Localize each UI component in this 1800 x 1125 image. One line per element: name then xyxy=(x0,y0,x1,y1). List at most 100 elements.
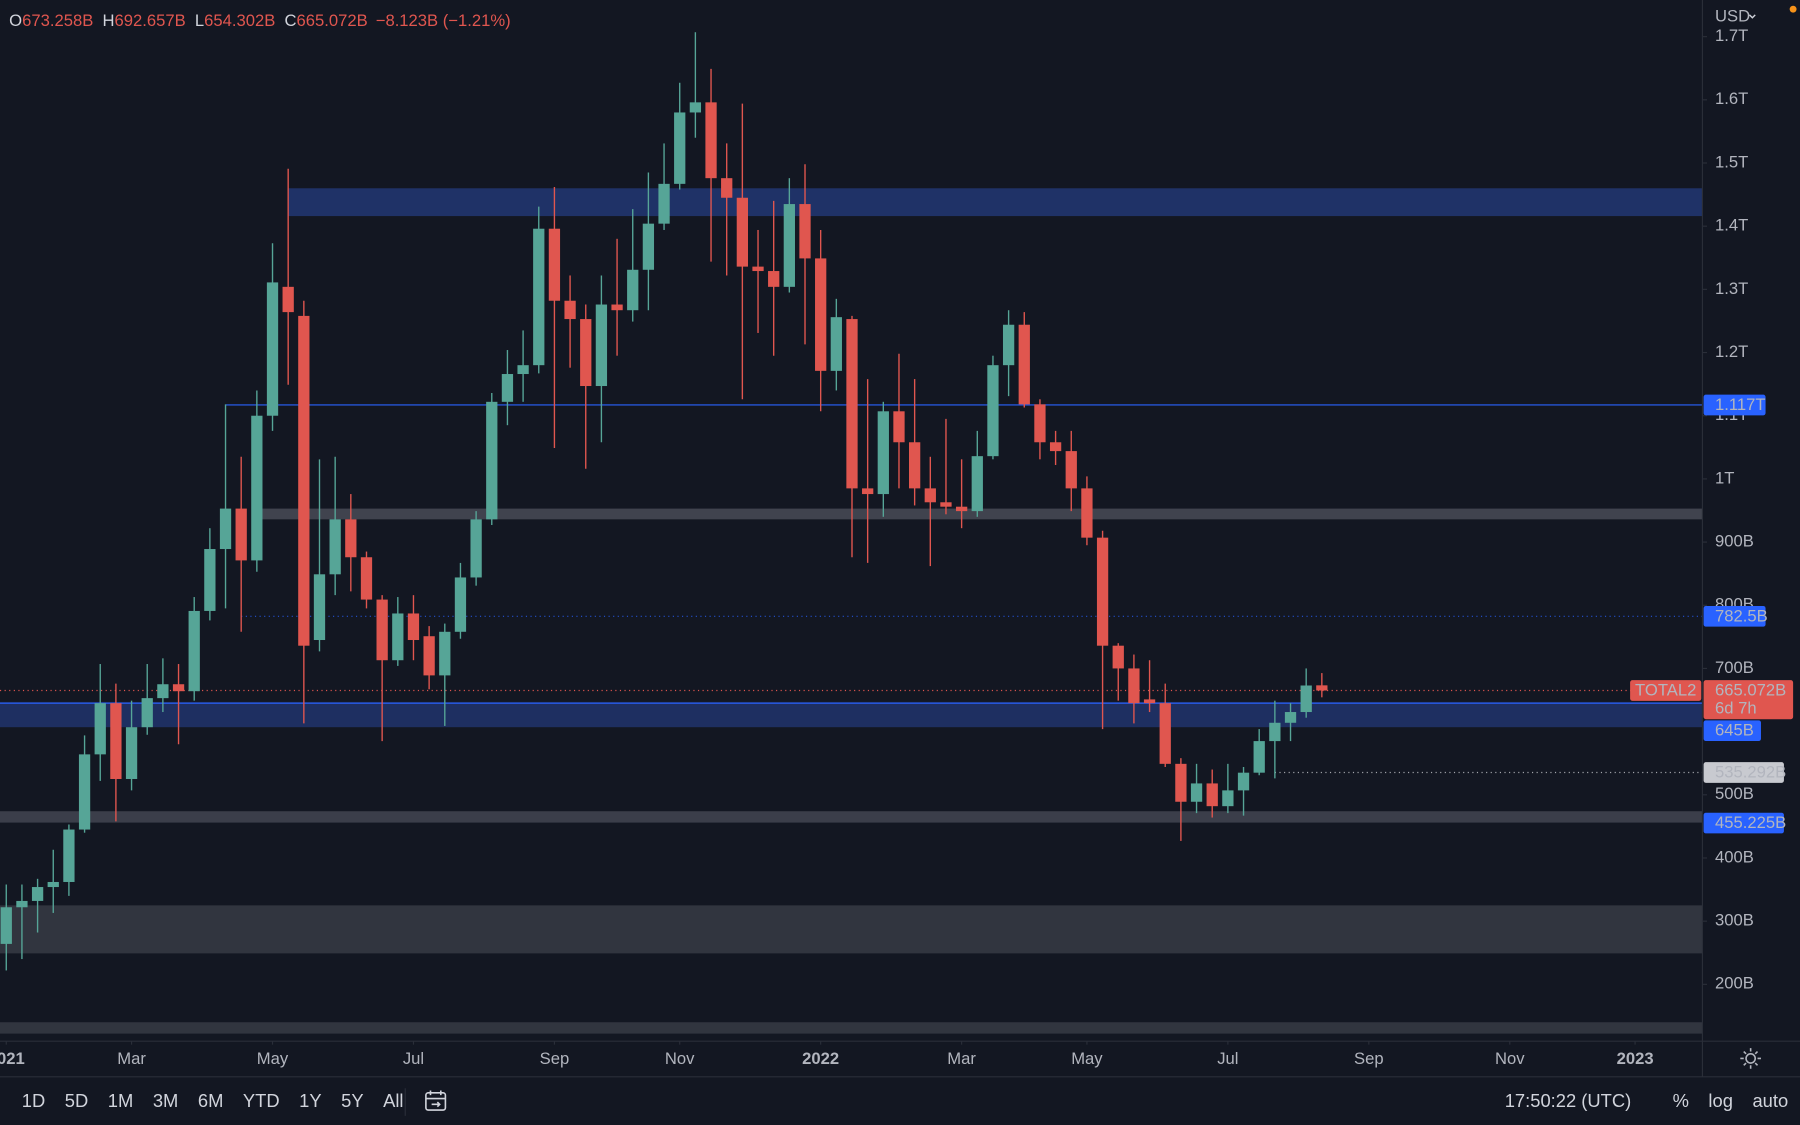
series-name: TOTAL2 xyxy=(1635,680,1696,699)
x-tick-label: Jul xyxy=(1217,1049,1238,1068)
candle-body xyxy=(1175,763,1187,802)
candle-body xyxy=(345,519,357,558)
price-label-box xyxy=(1703,605,1766,627)
candle-body xyxy=(799,204,811,259)
candle-body xyxy=(78,754,91,830)
x-tick-label: 2021 xyxy=(0,1049,25,1068)
date-range-icon[interactable] xyxy=(425,1090,447,1111)
candle-body xyxy=(407,613,420,641)
x-tick-label: Sep xyxy=(540,1049,570,1068)
countdown-label: 6d 7h xyxy=(1715,698,1757,717)
candle-body xyxy=(47,881,59,888)
x-tick-label: Mar xyxy=(947,1049,976,1068)
ohlc-value: 654.302B xyxy=(204,11,275,30)
axis-option[interactable]: auto xyxy=(1752,1090,1788,1111)
candle-body xyxy=(1269,722,1281,742)
candle-body xyxy=(501,374,514,402)
clock: 17:50:22 (UTC) xyxy=(1505,1090,1632,1111)
settings-icon[interactable] xyxy=(1740,1048,1761,1069)
candle-body xyxy=(1049,442,1062,452)
candle-body xyxy=(470,519,482,578)
candle-body xyxy=(877,411,889,495)
candle-body xyxy=(1253,741,1265,773)
range-button[interactable]: YTD xyxy=(243,1090,280,1111)
ohlc-letter: H xyxy=(102,11,114,30)
candle-body xyxy=(595,304,608,387)
range-button[interactable]: 6M xyxy=(198,1090,224,1111)
candle-body xyxy=(439,631,451,676)
candle-body xyxy=(63,829,75,882)
candle-body xyxy=(1018,324,1030,405)
range-button[interactable]: 1D xyxy=(22,1090,45,1111)
candle-body xyxy=(987,365,999,457)
range-button[interactable]: 1M xyxy=(108,1090,134,1111)
candle-body xyxy=(251,415,263,561)
candle-body xyxy=(674,112,686,184)
price-label-box xyxy=(1703,680,1794,720)
price-label: 1.117T xyxy=(1715,395,1766,414)
candle-body xyxy=(862,488,874,495)
x-tick-label: Sep xyxy=(1354,1049,1384,1068)
candle-body xyxy=(783,204,795,287)
y-tick-label: 700B xyxy=(1715,658,1754,677)
axis-option[interactable]: log xyxy=(1708,1090,1733,1111)
currency[interactable]: USD xyxy=(1715,7,1750,26)
plot-area xyxy=(0,32,1703,1034)
candle-body xyxy=(454,577,467,632)
candle-body xyxy=(188,610,200,692)
candle-body xyxy=(689,102,702,113)
ohlc-letter: C xyxy=(285,11,297,30)
candle-body xyxy=(204,549,216,611)
candle-body xyxy=(955,506,968,512)
range-button[interactable]: All xyxy=(383,1090,403,1111)
candle-body xyxy=(1081,488,1093,538)
x-tick-label: May xyxy=(1071,1049,1103,1068)
zone xyxy=(0,1022,1703,1034)
candle-body xyxy=(313,574,326,641)
y-tick-label: 500B xyxy=(1715,784,1754,803)
candle-body xyxy=(1237,772,1250,791)
range-button[interactable]: 3M xyxy=(153,1090,179,1111)
y-tick-label: 1.4T xyxy=(1715,216,1748,235)
candle-body xyxy=(1159,703,1171,764)
y-tick-label: 1.6T xyxy=(1715,89,1748,108)
candle-body xyxy=(94,703,106,755)
axis-option[interactable]: % xyxy=(1673,1090,1689,1111)
candle-body xyxy=(219,508,232,550)
zone xyxy=(0,701,1703,728)
candle-body xyxy=(172,684,185,692)
y-tick-label: 300B xyxy=(1715,911,1754,930)
price-label: 782.5B xyxy=(1715,606,1768,625)
candle-body xyxy=(705,102,717,179)
candle-body xyxy=(721,178,733,198)
candle-body xyxy=(1284,712,1297,723)
candle-body xyxy=(611,304,623,311)
candle-body xyxy=(1002,324,1015,366)
x-tick-label: Nov xyxy=(665,1049,695,1068)
candle-body xyxy=(1034,404,1046,443)
candle-body xyxy=(376,599,388,661)
candle-body xyxy=(642,223,655,270)
y-tick-label: 200B xyxy=(1715,974,1754,993)
ohlc-change: −8.123B (−1.21%) xyxy=(376,11,511,30)
candle-body xyxy=(1190,783,1203,802)
x-tick-label: 2022 xyxy=(802,1049,839,1068)
candle-body xyxy=(1206,783,1218,807)
price-label-box xyxy=(1703,812,1784,834)
candle-body xyxy=(392,613,404,661)
range-button[interactable]: 1Y xyxy=(299,1090,321,1111)
x-tick-label: Jul xyxy=(403,1049,424,1068)
candle-body xyxy=(1065,451,1077,489)
price-label: 665.072B xyxy=(1715,680,1786,699)
range-button[interactable]: 5Y xyxy=(341,1090,363,1111)
y-tick-label: 400B xyxy=(1715,847,1754,866)
y-tick-label: 1T xyxy=(1715,468,1734,487)
ohlc-letter: O xyxy=(9,11,22,30)
candle-body xyxy=(1222,790,1234,807)
candle-body xyxy=(141,698,153,728)
candle-body xyxy=(235,508,247,561)
x-tick-label: Nov xyxy=(1495,1049,1525,1068)
range-button[interactable]: 5D xyxy=(65,1090,88,1111)
candle-body xyxy=(266,282,279,416)
